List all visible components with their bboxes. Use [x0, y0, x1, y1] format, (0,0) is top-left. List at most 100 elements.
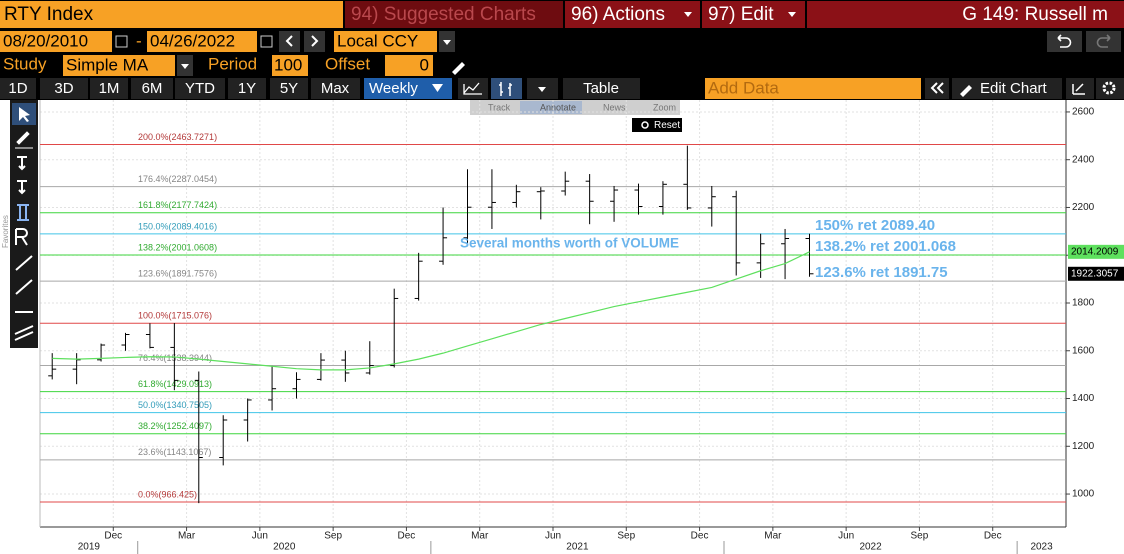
redo-button[interactable] — [1086, 31, 1121, 52]
study-input[interactable] — [63, 55, 175, 76]
tool-annotate[interactable]: Annotate — [540, 102, 576, 112]
range-button[interactable] — [40, 78, 88, 99]
year-label: 2023 — [1030, 542, 1053, 553]
x-tick-label: Mar — [178, 531, 196, 542]
dropdown-arrow — [432, 84, 443, 92]
range-label: YTD — [185, 80, 215, 97]
date-separator: - — [136, 31, 142, 50]
table-button[interactable] — [563, 78, 640, 99]
fib-label: 200.0%(2463.7271) — [138, 132, 217, 142]
chart-bg — [0, 100, 1124, 554]
retracement-tool[interactable] — [15, 228, 28, 246]
dropdown-arrow — [684, 12, 692, 17]
actions-label: 96) Actions — [571, 4, 665, 25]
ray-tool[interactable] — [15, 279, 33, 295]
dollar-tool[interactable] — [17, 180, 27, 195]
annotate-button[interactable] — [1066, 78, 1094, 99]
x-tick-label: Sep — [324, 531, 342, 542]
channel-tool[interactable] — [14, 325, 34, 341]
tool-news[interactable]: News — [603, 102, 626, 112]
redo-icon — [1096, 34, 1111, 48]
ticker-box[interactable] — [0, 1, 343, 28]
prev-button[interactable] — [279, 31, 300, 52]
start-date-input[interactable] — [0, 31, 112, 52]
bar-type-button[interactable] — [491, 78, 522, 99]
fib-label: 123.6%(1891.7576) — [138, 268, 217, 278]
annotation: 123.6% ret 1891.75 — [815, 264, 948, 281]
year-label: 2021 — [566, 542, 589, 553]
function-label: G 149: Russell m — [962, 4, 1108, 25]
add-data-input[interactable] — [705, 78, 921, 99]
tool-zoom[interactable]: Zoom — [653, 102, 676, 112]
range-label: 1M — [99, 80, 120, 97]
reset-label: Reset — [654, 120, 680, 131]
offset-label: Offset — [325, 54, 370, 73]
dropdown-arrow — [538, 87, 546, 92]
start-date: 08/20/2010 — [3, 31, 88, 50]
range-label: 1D — [8, 80, 27, 97]
currency-input[interactable] — [334, 31, 437, 52]
actions-button[interactable] — [565, 1, 700, 28]
fib-label: 0.0%(966.425) — [138, 489, 197, 499]
end-date-input[interactable] — [147, 31, 257, 52]
range-button[interactable] — [228, 78, 266, 99]
x-tick-label: Mar — [471, 531, 489, 542]
range-button[interactable] — [131, 78, 173, 99]
y-tick-label: 1800 — [1072, 298, 1095, 309]
range-button[interactable] — [311, 78, 360, 99]
currency: Local CCY — [337, 31, 418, 50]
period-label: Period — [208, 54, 257, 73]
offset-input[interactable] — [385, 55, 433, 76]
fib-tool[interactable] — [17, 204, 29, 221]
fib-label: 161.8%(2177.7424) — [138, 200, 217, 210]
draw-icon[interactable] — [15, 131, 33, 149]
range-button[interactable] — [175, 78, 225, 99]
x-tick-label: Sep — [911, 531, 929, 542]
period-input[interactable] — [272, 55, 308, 76]
y-tick-label: 1000 — [1072, 489, 1095, 500]
y-tick-label: 1600 — [1072, 345, 1095, 356]
calendar-icon[interactable] — [115, 35, 128, 48]
settings-button[interactable] — [1096, 78, 1124, 99]
suggested-button[interactable] — [345, 1, 563, 28]
x-tick-label: Dec — [691, 531, 709, 542]
ma-last-tag — [1068, 244, 1124, 259]
function-box — [807, 1, 1124, 28]
y-tick-label: 2400 — [1072, 154, 1095, 165]
period: 100 — [274, 55, 302, 74]
collapse-button[interactable] — [925, 78, 949, 99]
edit-chart-button[interactable] — [952, 78, 1062, 99]
chart-type-icon — [463, 82, 482, 95]
table-label: Table — [583, 80, 619, 97]
chart-type-button[interactable] — [458, 78, 488, 99]
pencil-icon — [960, 85, 972, 97]
range-label: 6M — [142, 80, 163, 97]
calendar-icon[interactable] — [260, 35, 273, 48]
pointer-icon — [19, 107, 30, 122]
undo-button[interactable] — [1047, 31, 1082, 52]
ticker: RTY Index — [4, 4, 94, 25]
bar-type-icon — [499, 82, 512, 96]
percent-tool[interactable] — [17, 156, 27, 171]
trendline-tool[interactable] — [15, 255, 33, 271]
tool-track[interactable]: Track — [488, 102, 511, 112]
fib-label: 23.6%(1143.1067) — [138, 447, 211, 457]
pencil-icon[interactable] — [452, 62, 465, 75]
annotate-icon — [1072, 83, 1085, 95]
range-button[interactable] — [0, 78, 36, 99]
annotation: Several months worth of VOLUME — [460, 236, 679, 251]
drawing-toolbar — [10, 100, 38, 348]
edit-button[interactable] — [702, 1, 805, 28]
frequency-button[interactable] — [364, 78, 452, 99]
edit-chart-label: Edit Chart — [980, 80, 1048, 97]
y-tick-label: 1400 — [1072, 393, 1095, 404]
add-data-placeholder: Add Data — [708, 78, 779, 97]
reset-icon — [641, 121, 649, 129]
range-label: Max — [321, 80, 350, 97]
x-tick-label: Mar — [764, 531, 782, 542]
range-button[interactable] — [90, 78, 128, 99]
favorites-label: Favorites — [1, 215, 10, 248]
next-button[interactable] — [304, 31, 325, 52]
price-last-tag — [1068, 266, 1124, 281]
range-button[interactable] — [270, 78, 308, 99]
